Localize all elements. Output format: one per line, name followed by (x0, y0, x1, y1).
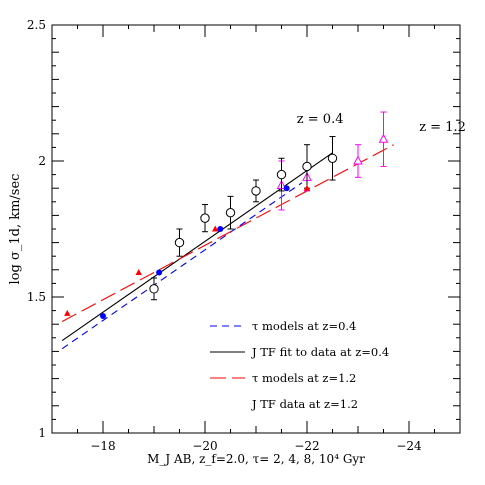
data-point (303, 184, 311, 191)
data-point (135, 269, 142, 276)
data-point (378, 133, 389, 143)
series-line (61, 152, 333, 341)
series-line (61, 144, 394, 322)
series-line (61, 182, 303, 350)
legend-label: τ models at z=1.2 (252, 371, 356, 385)
x-tick-label: −24 (396, 439, 422, 453)
ticks: −18 −20 −22 −24 1 1.5 2 2.5 (27, 18, 461, 453)
x-tick-label: −18 (90, 439, 115, 453)
legend-label: J TF fit to data at z=0.4 (251, 345, 389, 359)
data-point (156, 269, 163, 276)
data-point (100, 313, 106, 320)
data-point (283, 185, 290, 192)
legend-label: τ models at z=0.4 (252, 319, 356, 333)
annotation: z = 1.2 (419, 120, 466, 135)
y-tick-label: 2 (38, 154, 46, 168)
data-point (251, 186, 261, 196)
data-point (217, 226, 224, 232)
y-tick-label: 1 (38, 426, 46, 440)
x-tick-label: −20 (192, 439, 217, 453)
data-point (200, 213, 210, 223)
data-point (149, 284, 159, 294)
series-lines (61, 144, 394, 350)
annotation: z = 0.4 (297, 112, 344, 127)
legend: τ models at z=0.4 J TF fit to data at z=0… (210, 319, 389, 411)
data-point (302, 161, 312, 172)
y-axis-label: log σ_1d, km/sec (8, 174, 23, 285)
data-point (276, 169, 287, 180)
x-tick-label: −22 (294, 439, 319, 453)
x-axis-label: M_J AB, z_f=2.0, τ= 2, 4, 8, 10⁴ Gyr (147, 452, 365, 466)
legend-label: J TF data at z=1.2 (251, 397, 358, 411)
data-point (327, 153, 338, 163)
y-tick-label: 2.5 (27, 18, 46, 32)
data-point (64, 309, 71, 316)
data-point (225, 207, 236, 218)
data-point (353, 155, 363, 165)
y-tick-label: 1.5 (27, 290, 46, 304)
data-point (174, 237, 185, 248)
data-point (212, 225, 219, 232)
data-marks: z = 0.4 z = 1.2 (64, 111, 466, 320)
